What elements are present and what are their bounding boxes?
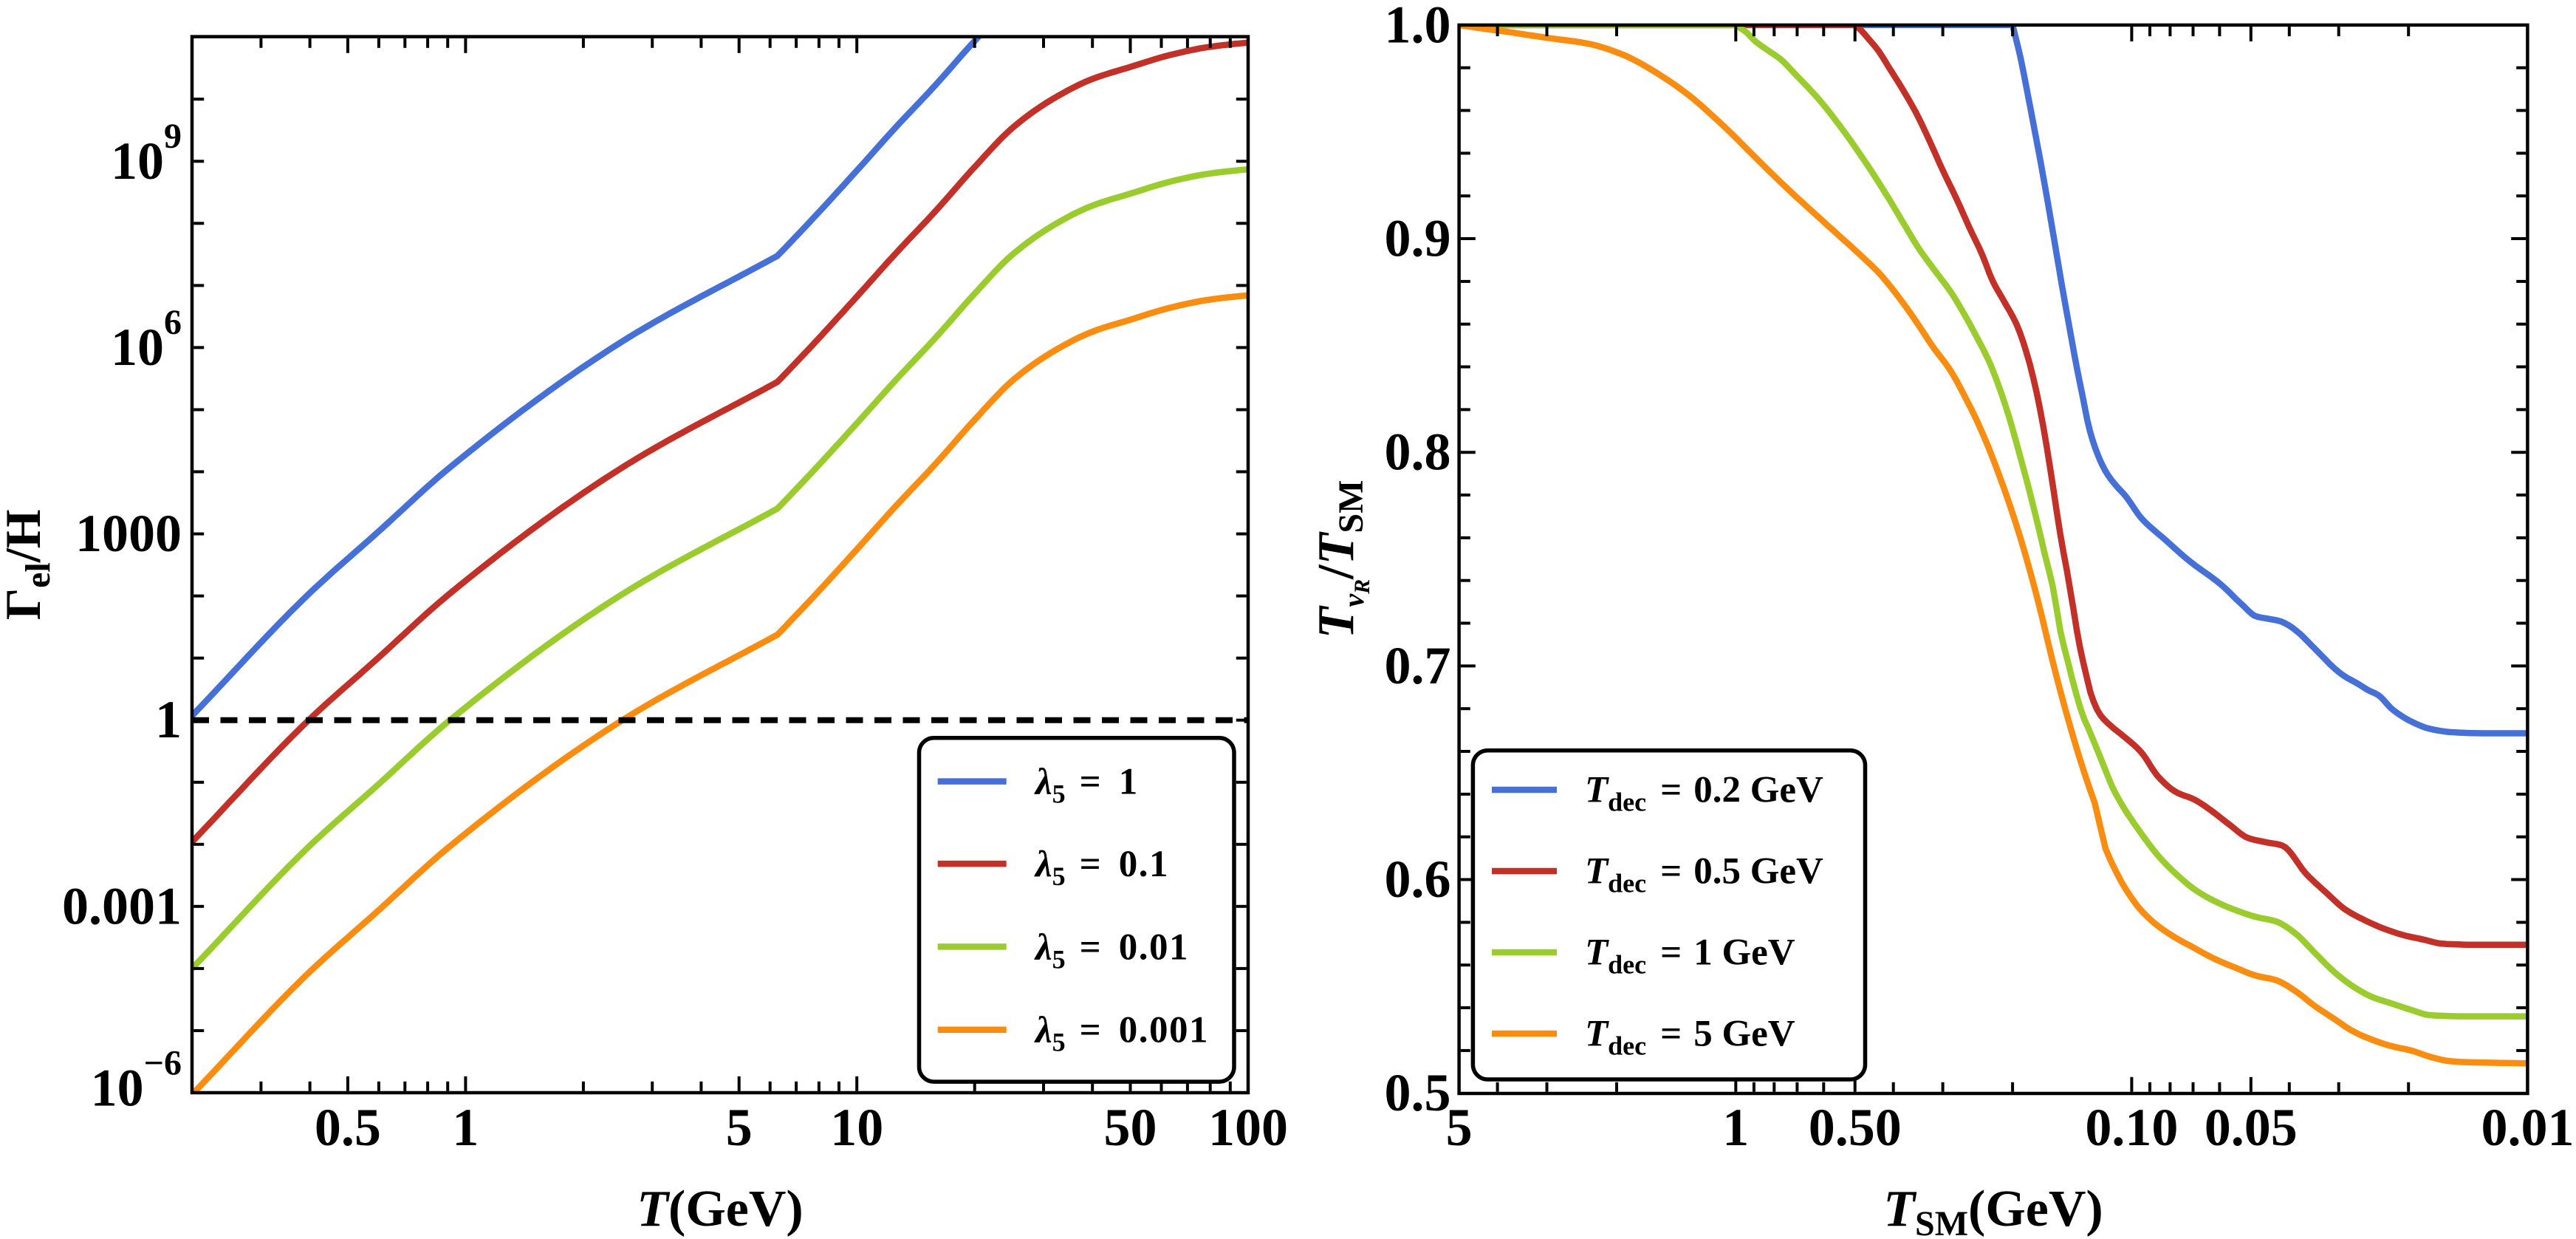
svg-text:0.5: 0.5 — [315, 1098, 381, 1157]
svg-text:0.05: 0.05 — [2205, 1098, 2298, 1157]
svg-text:0.9: 0.9 — [1385, 209, 1451, 268]
svg-text:1: 1 — [452, 1098, 479, 1157]
svg-text:λ5=1: λ5 = 1 — [1034, 762, 1139, 809]
svg-text:0.01: 0.01 — [2481, 1098, 2575, 1157]
svg-text:Tdec=0.2 GeV: Tdec = 0.2 GeV — [1585, 770, 1823, 817]
svg-text:Tdec=5 GeV: Tdec = 5 GeV — [1585, 1014, 1795, 1061]
svg-text:TνR/TSM: TνR/TSM — [1308, 480, 1374, 639]
svg-text:0.10: 0.10 — [2085, 1098, 2178, 1157]
svg-text:1: 1 — [1722, 1098, 1749, 1157]
svg-text:1.0: 1.0 — [1385, 0, 1451, 54]
svg-text:λ5=0.1: λ5 = 0.1 — [1034, 844, 1169, 891]
svg-text:50: 50 — [1104, 1098, 1157, 1157]
svg-text:TSM(GeV): TSM(GeV) — [1883, 1181, 2103, 1239]
svg-text:1000: 1000 — [75, 504, 182, 563]
svg-text:0.6: 0.6 — [1385, 850, 1451, 909]
svg-text:Tdec=1 GeV: Tdec = 1 GeV — [1585, 932, 1795, 980]
svg-text:5: 5 — [1446, 1098, 1473, 1157]
svg-text:0.001: 0.001 — [62, 876, 182, 935]
svg-text:0.7: 0.7 — [1385, 636, 1451, 695]
svg-text:10: 10 — [830, 1098, 883, 1157]
svg-text:Γel/H: Γel/H — [0, 509, 58, 620]
svg-text:λ5=0.001: λ5 = 0.001 — [1034, 1010, 1209, 1057]
svg-text:0.8: 0.8 — [1385, 423, 1451, 482]
svg-text:λ5=0.01: λ5 = 0.01 — [1034, 926, 1189, 974]
svg-text:T(GeV): T(GeV) — [637, 1181, 803, 1238]
svg-text:1: 1 — [155, 690, 182, 749]
svg-text:0.50: 0.50 — [1809, 1098, 1902, 1157]
svg-text:100: 100 — [1208, 1098, 1288, 1157]
svg-text:0.5: 0.5 — [1385, 1063, 1451, 1122]
svg-text:Tdec=0.5 GeV: Tdec = 0.5 GeV — [1585, 851, 1823, 898]
svg-text:5: 5 — [726, 1098, 753, 1157]
